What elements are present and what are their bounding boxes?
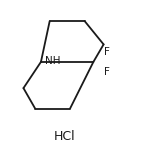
Text: F: F — [104, 67, 110, 77]
Text: F: F — [104, 47, 110, 57]
Text: NH: NH — [45, 56, 61, 66]
Text: HCl: HCl — [53, 130, 75, 143]
